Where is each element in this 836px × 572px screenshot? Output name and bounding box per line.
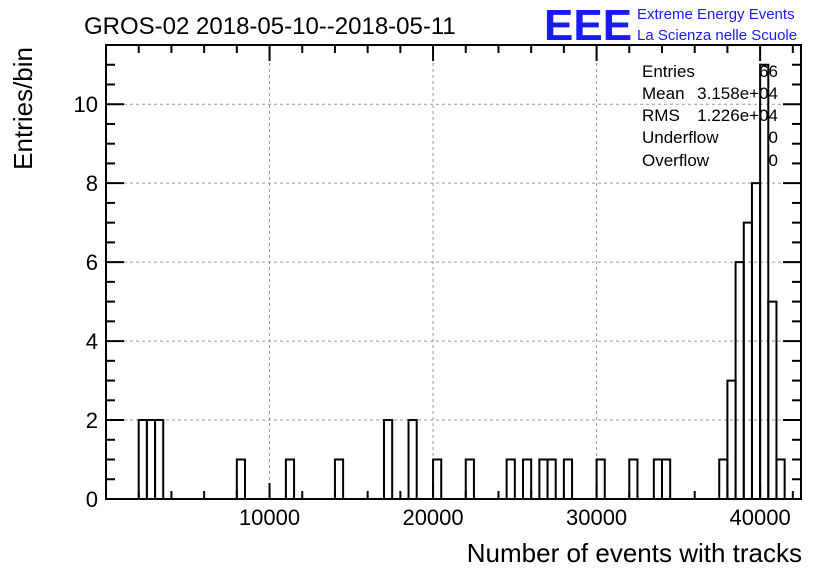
histogram-bar [718, 458, 729, 499]
histogram-bar [767, 300, 778, 499]
eee-logo-line2: La Scienza nelle Scuole [637, 27, 797, 44]
histogram-bar [383, 419, 394, 499]
y-axis-label: Entries/bin [8, 47, 38, 170]
histogram-bar [538, 458, 549, 499]
histogram-bar [432, 458, 443, 499]
y-tick-label: 4 [86, 329, 98, 354]
stats-underflow-value: 0 [769, 128, 778, 147]
stats-rms-value: 1.226e+04 [697, 106, 778, 125]
stats-mean-label: Mean [642, 84, 685, 103]
y-tick-label: 10 [74, 92, 98, 117]
histogram-bar [726, 379, 737, 499]
histogram-bar [775, 458, 786, 499]
stats-box: Entries 66 Mean 3.158e+04 RMS 1.226e+04 … [642, 62, 778, 170]
histogram-bar [742, 221, 753, 499]
stats-overflow-value: 0 [769, 151, 778, 170]
histogram-bar [407, 419, 418, 499]
histogram-bar [546, 458, 557, 499]
x-tick-labels: 10000 20000 30000 40000 [239, 505, 791, 530]
y-tick-label: 0 [86, 487, 98, 512]
histogram-bar [505, 458, 516, 499]
y-tick-label: 8 [86, 171, 98, 196]
stats-rms-label: RMS [642, 106, 680, 125]
histogram-bars [137, 63, 786, 499]
histogram-bar [522, 458, 533, 499]
histogram-bar [284, 458, 296, 499]
stats-entries-value: 66 [759, 62, 778, 81]
histogram-bar [661, 458, 672, 499]
y-tick-label: 2 [86, 408, 98, 433]
y-tick-labels: 0 2 4 6 8 10 [74, 92, 98, 512]
stats-entries-label: Entries [642, 62, 695, 81]
x-tick-label: 40000 [730, 505, 791, 530]
histogram-bar [759, 63, 770, 499]
histogram-bar [734, 261, 745, 499]
histogram-bar [145, 419, 157, 499]
x-tick-label: 30000 [566, 505, 627, 530]
plot-frame [105, 44, 802, 500]
stats-underflow-label: Underflow [642, 128, 719, 147]
histogram-bar [235, 458, 246, 499]
histogram-bar [595, 458, 606, 499]
x-tick-label: 10000 [239, 505, 300, 530]
histogram-bar [652, 458, 663, 499]
x-tick-label: 20000 [402, 505, 463, 530]
histogram-bar [628, 458, 639, 499]
histogram-bar [154, 419, 165, 499]
stats-mean-value: 3.158e+04 [697, 84, 778, 103]
eee-logo: EEE Extreme Energy Events La Scienza nel… [544, 1, 797, 50]
x-axis-label: Number of events with tracks [467, 538, 802, 568]
chart-title: GROS-02 2018-05-10--2018-05-11 [84, 13, 456, 40]
stats-overflow-label: Overflow [642, 151, 710, 170]
histogram-bar [333, 458, 345, 499]
axis-ticks [106, 44, 801, 500]
histogram-bar [464, 458, 475, 499]
histogram-bar [137, 419, 148, 499]
eee-logo-mark: EEE [544, 1, 632, 50]
histogram-bar [562, 458, 574, 499]
y-tick-label: 6 [86, 250, 98, 275]
eee-logo-line1: Extreme Energy Events [637, 6, 795, 23]
